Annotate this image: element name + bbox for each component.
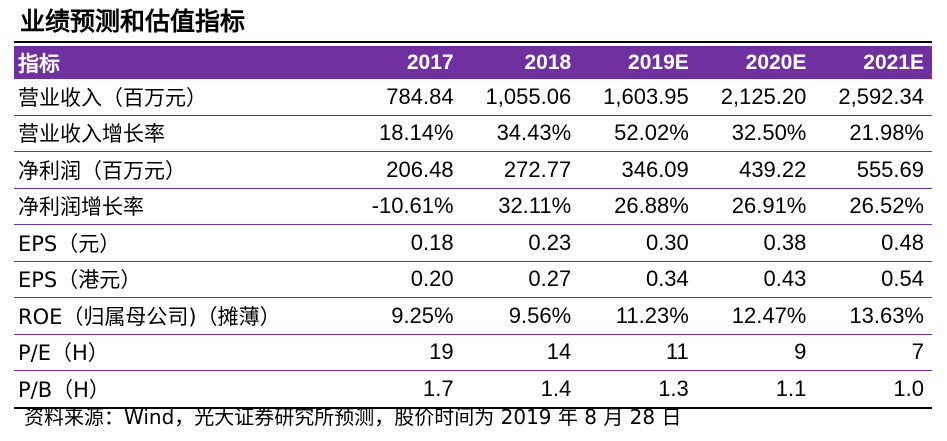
header-cell-year: 2019E bbox=[579, 46, 697, 79]
row-label-cell: 营业收入（百万元） bbox=[14, 79, 344, 116]
value-cell: 1,055.06 bbox=[461, 79, 580, 116]
forecast-table: 指标 2017 2018 2019E 2020E 2021E 营业收入（百万元）… bbox=[14, 46, 932, 409]
value-cell: 0.27 bbox=[461, 261, 580, 298]
page-title: 业绩预测和估值指标 bbox=[20, 7, 246, 36]
value-cell: 7 bbox=[814, 334, 932, 371]
value-cell: 555.69 bbox=[814, 151, 932, 189]
header-cell-year: 2017 bbox=[344, 46, 462, 79]
value-cell: 13.63% bbox=[814, 297, 932, 335]
header-cell-year: 2021E bbox=[814, 46, 932, 79]
table-row: 净利润增长率 -10.61% 32.11% 26.88% 26.91% 26.52% bbox=[14, 188, 932, 225]
title-divider bbox=[14, 41, 932, 43]
source-note: 资料来源：Wind，光大证券研究所预测，股价时间为 2019 年 8 月 28 … bbox=[24, 405, 682, 429]
table-row: P/B（H） 1.7 1.4 1.3 1.1 1.0 bbox=[14, 370, 932, 409]
header-cell-year: 2018 bbox=[461, 46, 580, 79]
value-cell: 1.0 bbox=[814, 370, 932, 409]
value-cell: 0.34 bbox=[579, 261, 697, 298]
table-row: EPS（元） 0.18 0.23 0.30 0.38 0.48 bbox=[14, 224, 932, 262]
table-row: P/E（H） 19 14 11 9 7 bbox=[14, 334, 932, 371]
table-row: 营业收入增长率 18.14% 34.43% 52.02% 32.50% 21.98% bbox=[14, 115, 932, 152]
value-cell: 21.98% bbox=[814, 115, 932, 152]
value-cell: 1.3 bbox=[579, 370, 697, 409]
row-label-cell: EPS（元） bbox=[14, 224, 344, 262]
value-cell: 206.48 bbox=[344, 151, 462, 189]
row-label-cell: ROE（归属母公司)（摊薄） bbox=[14, 297, 344, 335]
value-cell: 52.02% bbox=[579, 115, 697, 152]
header-cell-year: 2020E bbox=[696, 46, 815, 79]
value-cell: 0.43 bbox=[696, 261, 815, 298]
row-label-cell: 净利润增长率 bbox=[14, 188, 344, 225]
table-header-row: 指标 2017 2018 2019E 2020E 2021E bbox=[14, 46, 932, 79]
value-cell: 9.56% bbox=[461, 297, 580, 335]
value-cell: 9 bbox=[696, 334, 815, 371]
table-row: ROE（归属母公司)（摊薄） 9.25% 9.56% 11.23% 12.47% 13.6… bbox=[14, 297, 932, 335]
value-cell: 11 bbox=[579, 334, 697, 371]
value-cell: 26.88% bbox=[579, 188, 697, 225]
value-cell: 2,592.34 bbox=[814, 79, 932, 116]
value-cell: 32.50% bbox=[696, 115, 815, 152]
value-cell: 346.09 bbox=[579, 151, 697, 189]
value-cell: 0.20 bbox=[344, 261, 462, 298]
value-cell: 26.91% bbox=[696, 188, 815, 225]
value-cell: 14 bbox=[461, 334, 580, 371]
value-cell: 1.7 bbox=[344, 370, 462, 409]
row-label-cell: EPS（港元） bbox=[14, 261, 344, 298]
value-cell: 1,603.95 bbox=[579, 79, 697, 116]
value-cell: 9.25% bbox=[344, 297, 462, 335]
row-label-cell: 净利润（百万元） bbox=[14, 151, 344, 189]
value-cell: 784.84 bbox=[344, 79, 462, 116]
value-cell: 11.23% bbox=[579, 297, 697, 335]
value-cell: -10.61% bbox=[344, 188, 462, 225]
table-row: 营业收入（百万元） 784.84 1,055.06 1,603.95 2,125.20 2… bbox=[14, 79, 932, 116]
value-cell: 19 bbox=[344, 334, 462, 371]
value-cell: 0.23 bbox=[461, 224, 580, 262]
table-row: 净利润（百万元） 206.48 272.77 346.09 439.22 555.69 bbox=[14, 151, 932, 189]
value-cell: 439.22 bbox=[696, 151, 815, 189]
row-label-cell: 营业收入增长率 bbox=[14, 115, 344, 152]
value-cell: 0.18 bbox=[344, 224, 462, 262]
value-cell: 26.52% bbox=[814, 188, 932, 225]
value-cell: 18.14% bbox=[344, 115, 462, 152]
value-cell: 1.1 bbox=[696, 370, 815, 409]
value-cell: 0.30 bbox=[579, 224, 697, 262]
value-cell: 2,125.20 bbox=[696, 79, 815, 116]
row-label-cell: P/E（H） bbox=[14, 334, 344, 371]
value-cell: 0.48 bbox=[814, 224, 932, 262]
value-cell: 0.54 bbox=[814, 261, 932, 298]
value-cell: 34.43% bbox=[461, 115, 580, 152]
row-label-cell: P/B（H） bbox=[14, 370, 344, 409]
value-cell: 272.77 bbox=[461, 151, 580, 189]
value-cell: 1.4 bbox=[461, 370, 580, 409]
header-cell-indicator: 指标 bbox=[14, 46, 344, 79]
value-cell: 32.11% bbox=[461, 188, 580, 225]
value-cell: 12.47% bbox=[696, 297, 815, 335]
table-row: EPS（港元） 0.20 0.27 0.34 0.43 0.54 bbox=[14, 261, 932, 298]
value-cell: 0.38 bbox=[696, 224, 815, 262]
